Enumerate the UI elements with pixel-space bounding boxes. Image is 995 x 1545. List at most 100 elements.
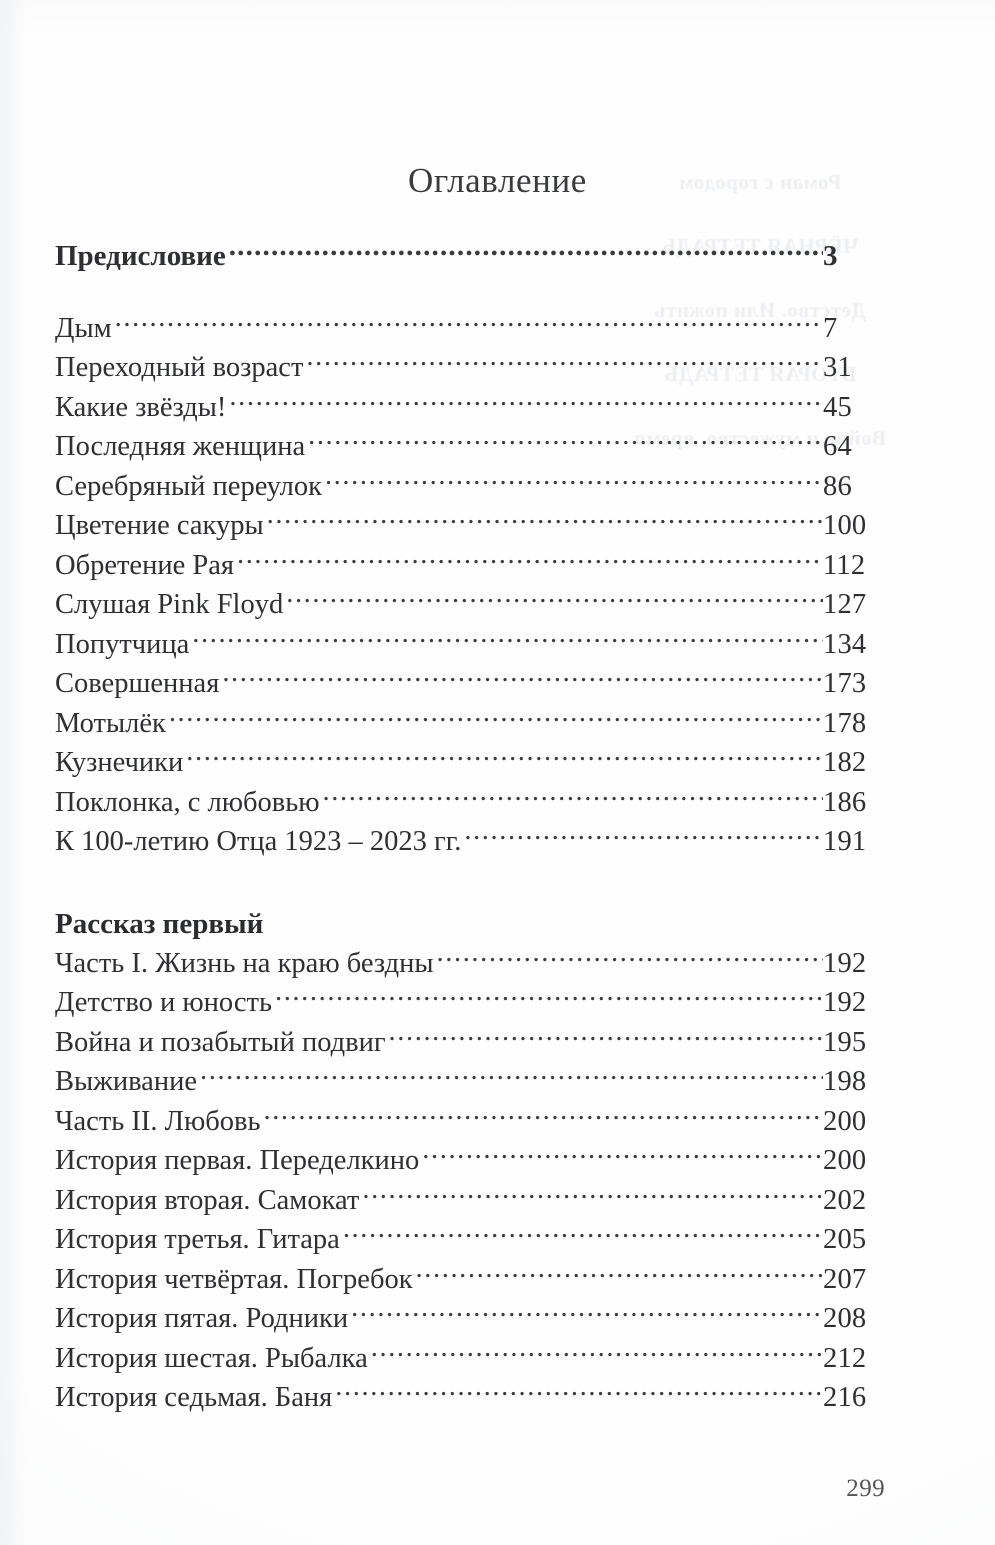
toc-entry-page: 208 <box>823 1303 867 1334</box>
leader-dots <box>343 1220 823 1249</box>
toc-entry[interactable]: Кузнечики 182 <box>55 743 885 783</box>
toc-entry-page: 7 <box>823 312 838 344</box>
toc-entry[interactable]: Обретение Рая 112 <box>55 545 885 585</box>
toc-entry-label: Дым <box>55 312 112 344</box>
leader-dots <box>389 1022 823 1051</box>
toc-entry-label: Переходный возраст <box>55 352 304 383</box>
toc-entry-label: Часть II. Любовь <box>55 1105 261 1137</box>
toc-entry[interactable]: Война и позабытый подвиг 195 <box>55 1022 885 1062</box>
toc-entry[interactable]: Серебряный переулок 86 <box>55 466 885 506</box>
toc-entry-page: 192 <box>823 947 867 979</box>
table-of-contents: Предисловие 3 Дым 7 Переходный возраст 3… <box>55 236 885 1417</box>
spacer <box>55 861 885 905</box>
toc-entry-page: 207 <box>823 1263 867 1295</box>
toc-entry-label: История третья. Гитара <box>55 1224 340 1255</box>
toc-entry[interactable]: Слушая Pink Floyd 127 <box>55 585 885 625</box>
toc-entry-page: 192 <box>823 987 867 1018</box>
leader-dots <box>335 1378 823 1407</box>
toc-entry-label: Предисловие <box>55 240 226 272</box>
toc-entry-page: 127 <box>823 589 867 620</box>
leader-dots <box>325 466 823 495</box>
leader-dots <box>229 236 823 265</box>
toc-entry-label: История вторая. Самокат <box>55 1184 360 1216</box>
toc-entry[interactable]: Детство и юность 192 <box>55 983 885 1023</box>
leader-dots <box>192 624 823 653</box>
leader-dots <box>286 585 823 614</box>
toc-entry-page: 3 <box>823 240 838 272</box>
leader-dots <box>229 387 823 416</box>
toc-entry[interactable]: История первая. Переделкино 200 <box>55 1141 885 1181</box>
leader-dots <box>200 1062 823 1091</box>
toc-entry-label: Последняя женщина <box>55 431 306 462</box>
toc-entry[interactable]: Выживание 198 <box>55 1062 885 1102</box>
spacer <box>55 275 885 308</box>
toc-entry[interactable]: Совершенная 173 <box>55 664 885 704</box>
toc-entry-label: Какие звёзды! <box>55 391 227 423</box>
toc-entry-label: Цветение сакуры <box>55 510 264 541</box>
toc-entry-label: К 100-летию Отца 1923 – 2023 гг. <box>55 826 462 857</box>
leader-dots <box>306 348 823 377</box>
toc-entry-page: 64 <box>823 431 852 462</box>
toc-entry[interactable]: Переходный возраст 31 <box>55 348 885 388</box>
toc-entry-label: Кузнечики <box>55 747 184 778</box>
toc-entry[interactable]: История седьмая. Баня 216 <box>55 1378 885 1418</box>
toc-entry-page: 86 <box>823 470 852 502</box>
toc-entry-page: 31 <box>823 352 852 383</box>
toc-entry[interactable]: История пятая. Родники 208 <box>55 1299 885 1339</box>
toc-entry-label: Детство и юность <box>55 987 272 1018</box>
leader-dots <box>267 506 823 535</box>
toc-entry[interactable]: Поклонка, с любовью 186 <box>55 782 885 822</box>
toc-entry-page: 195 <box>823 1026 867 1058</box>
page-folio-number: 299 <box>846 1475 885 1502</box>
toc-entry[interactable]: Часть II. Любовь 200 <box>55 1101 885 1141</box>
toc-entry-label: Мотылёк <box>55 707 166 739</box>
toc-entry[interactable]: Часть I. Жизнь на краю бездны 192 <box>55 943 885 983</box>
toc-entry-page: 186 <box>823 786 867 818</box>
toc-entry-preface[interactable]: Предисловие 3 <box>55 236 885 275</box>
leader-dots <box>371 1338 823 1367</box>
toc-entry[interactable]: К 100-летию Отца 1923 – 2023 гг. 191 <box>55 822 885 862</box>
toc-entry-page: 200 <box>823 1105 867 1137</box>
toc-entry-page: 100 <box>823 510 867 541</box>
toc-entry-page: 45 <box>823 391 852 423</box>
leader-dots <box>237 545 823 574</box>
leader-dots <box>464 822 823 851</box>
leader-dots <box>308 427 823 456</box>
toc-entry[interactable]: История шестая. Рыбалка 212 <box>55 1338 885 1378</box>
toc-section-heading: Рассказ первый <box>55 908 264 940</box>
toc-entry-page: 191 <box>823 826 867 857</box>
toc-entry-label: Война и позабытый подвиг <box>55 1026 386 1058</box>
leader-dots <box>169 703 823 732</box>
leader-dots <box>422 1141 823 1170</box>
toc-entry-page: 182 <box>823 747 867 778</box>
toc-entry-label: Попутчица <box>55 628 190 660</box>
toc-entry-page: 216 <box>823 1382 867 1413</box>
toc-entry[interactable]: История вторая. Самокат 202 <box>55 1180 885 1220</box>
toc-entry-page: 200 <box>823 1145 867 1176</box>
leader-dots <box>222 664 823 693</box>
toc-entry-page: 198 <box>823 1066 867 1097</box>
toc-entry-label: Обретение Рая <box>55 549 234 581</box>
leader-dots <box>115 308 823 337</box>
toc-entry-page: 205 <box>823 1224 867 1255</box>
toc-entry-page: 173 <box>823 668 867 699</box>
toc-entry[interactable]: История четвёртая. Погребок 207 <box>55 1259 885 1299</box>
toc-entry[interactable]: Последняя женщина 64 <box>55 427 885 467</box>
toc-entry[interactable]: История третья. Гитара 205 <box>55 1220 885 1260</box>
toc-entry[interactable]: Попутчица 134 <box>55 624 885 664</box>
toc-entry-label: История пятая. Родники <box>55 1303 349 1334</box>
toc-entry-page: 178 <box>823 707 867 739</box>
leader-dots <box>437 943 823 972</box>
toc-entry-label: История седьмая. Баня <box>55 1382 333 1413</box>
leader-dots <box>416 1259 823 1288</box>
leader-dots <box>263 1101 823 1130</box>
toc-entry-page: 134 <box>823 628 867 660</box>
leader-dots <box>362 1180 823 1209</box>
toc-entry-label: Часть I. Жизнь на краю бездны <box>55 947 434 979</box>
toc-entry[interactable]: Мотылёк 178 <box>55 703 885 743</box>
toc-entry[interactable]: Какие звёзды! 45 <box>55 387 885 427</box>
toc-entry-label: История шестая. Рыбалка <box>55 1342 368 1374</box>
toc-entry[interactable]: Цветение сакуры 100 <box>55 506 885 546</box>
toc-entry[interactable]: Дым 7 <box>55 308 885 348</box>
